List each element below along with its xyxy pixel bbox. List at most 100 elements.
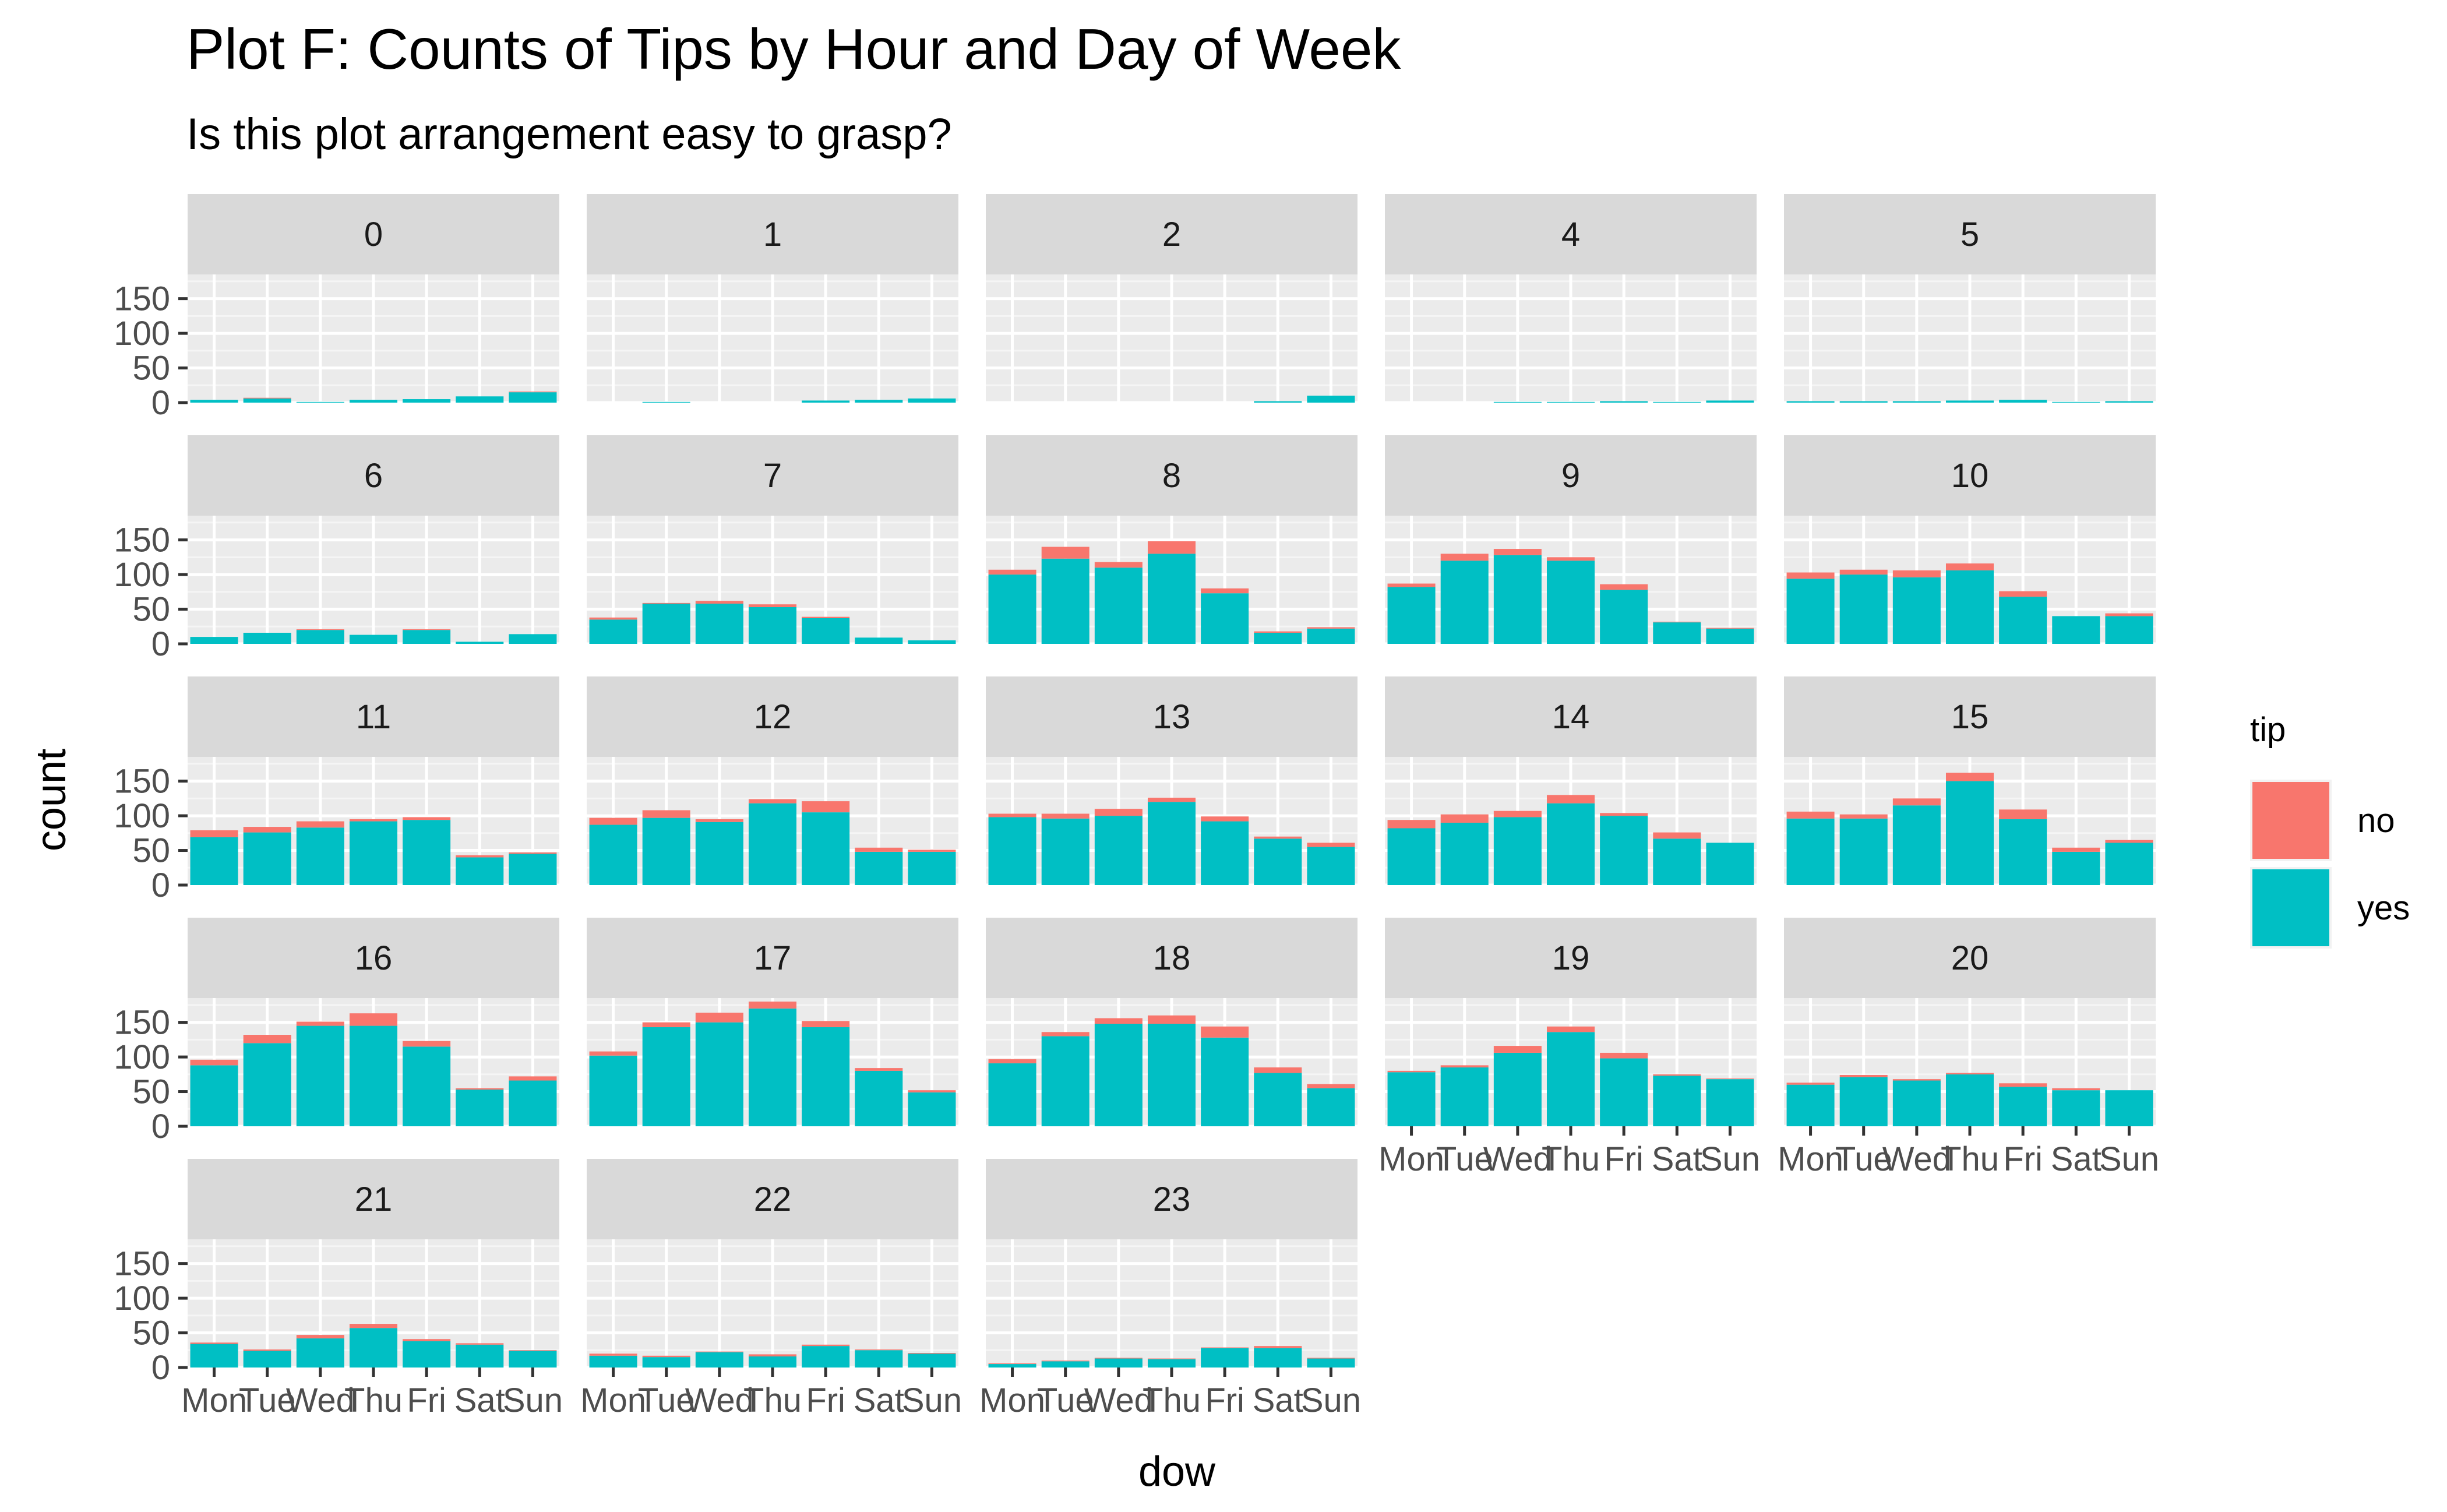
- bar-yes: [190, 1344, 238, 1368]
- bar-no: [589, 617, 637, 620]
- bar-no: [748, 604, 797, 607]
- bar-yes: [1254, 401, 1302, 403]
- bar-yes: [642, 604, 690, 644]
- bar-yes: [243, 1351, 291, 1368]
- bar-no: [1387, 820, 1436, 829]
- chart-subtitle: Is this plot arrangement easy to grasp?: [186, 110, 952, 159]
- bar-no: [1892, 798, 1941, 806]
- bar-no: [456, 1088, 504, 1090]
- x-tick-label: Tue: [1037, 1381, 1094, 1419]
- bar-no: [1999, 809, 2047, 820]
- x-tick-label: Fri: [1604, 1140, 1644, 1178]
- facet-strip: [1784, 435, 2156, 516]
- bar-no: [1440, 1065, 1489, 1067]
- y-tick-label: 100: [114, 1280, 170, 1317]
- bar-yes: [2105, 843, 2153, 885]
- bar-yes: [296, 630, 344, 644]
- x-tick-label: Mon: [1778, 1140, 1843, 1178]
- x-tick-label: Fri: [2003, 1140, 2043, 1178]
- bar-yes: [2105, 616, 2153, 644]
- facet-panel: 15: [1784, 676, 2156, 887]
- bar-yes: [1786, 1084, 1835, 1126]
- bar-yes: [1094, 568, 1143, 644]
- facet-label: 17: [754, 939, 792, 977]
- bar-yes: [456, 857, 504, 885]
- bar-yes: [1493, 555, 1542, 644]
- x-tick-label: Fri: [407, 1381, 446, 1419]
- facet-panel: 14: [1385, 676, 1757, 887]
- bar-no: [1493, 549, 1542, 555]
- bar-yes: [1147, 1359, 1196, 1368]
- bar-no: [509, 1350, 557, 1351]
- bar-yes: [243, 398, 291, 403]
- facet-strip: [587, 1159, 958, 1239]
- bar-yes: [243, 832, 291, 885]
- facet-panel: 9: [1385, 435, 1757, 646]
- bar-no: [589, 1354, 637, 1356]
- facet-label: 18: [1153, 939, 1191, 977]
- bar-yes: [1600, 816, 1648, 885]
- y-tick-label: 50: [132, 1314, 170, 1352]
- bar-no: [1387, 583, 1436, 587]
- legend-key-no: [2252, 782, 2329, 859]
- legend-label: no: [2357, 802, 2395, 840]
- bar-no: [802, 1021, 850, 1027]
- bar-yes: [1546, 401, 1595, 403]
- facet-panel: 13: [986, 676, 1358, 887]
- facet-panel: 12: [587, 676, 958, 887]
- bar-yes: [1786, 401, 1835, 403]
- facet-panel: 5: [1784, 194, 2156, 404]
- facet-strip: [986, 435, 1358, 516]
- bar-yes: [802, 812, 850, 885]
- bar-yes: [1440, 561, 1489, 644]
- bar-yes: [1999, 819, 2047, 885]
- x-tick-label: Mon: [979, 1381, 1045, 1419]
- bar-no: [456, 855, 504, 858]
- bar-no: [243, 1035, 291, 1044]
- bar-no: [1786, 811, 1835, 819]
- bar-no: [1147, 798, 1196, 802]
- bar-yes: [1892, 1080, 1941, 1126]
- facet-strip: [587, 918, 958, 998]
- bar-no: [1094, 562, 1143, 568]
- bar-yes: [642, 1027, 690, 1126]
- bar-no: [1546, 1026, 1595, 1032]
- bar-yes: [1147, 802, 1196, 885]
- bar-no: [1945, 773, 1994, 781]
- bar-yes: [1653, 838, 1701, 885]
- y-axis-title: count: [28, 749, 75, 851]
- bar-no: [243, 1349, 291, 1351]
- bar-yes: [296, 401, 344, 403]
- bar-yes: [1041, 1361, 1089, 1368]
- bar-no: [1600, 813, 1648, 816]
- bar-no: [190, 1342, 238, 1344]
- bar-no: [1999, 591, 2047, 597]
- facet-strip: [986, 1159, 1358, 1239]
- bar-yes: [1307, 1358, 1355, 1368]
- x-tick-label: Tue: [638, 1381, 695, 1419]
- bar-yes: [456, 396, 504, 403]
- bar-yes: [908, 398, 956, 403]
- bar-yes: [456, 1344, 504, 1368]
- facet-label: 7: [763, 457, 782, 495]
- facet-label: 6: [364, 457, 383, 495]
- bar-no: [296, 1021, 344, 1026]
- bar-no: [1307, 843, 1355, 847]
- bar-yes: [1493, 401, 1542, 403]
- bar-no: [1254, 836, 1302, 839]
- bar-yes: [1147, 554, 1196, 644]
- facet-label: 16: [355, 939, 393, 977]
- bar-no: [1786, 1083, 1835, 1085]
- bar-yes: [1839, 818, 1888, 885]
- bar-no: [1546, 795, 1595, 803]
- bar-yes: [2105, 401, 2153, 403]
- bar-yes: [1041, 818, 1089, 885]
- bar-yes: [509, 392, 557, 403]
- x-tick-label: Thu: [1143, 1381, 1201, 1419]
- facet-strip: [1385, 676, 1757, 757]
- bar-yes: [695, 604, 743, 644]
- facet-panel: 7: [587, 435, 958, 646]
